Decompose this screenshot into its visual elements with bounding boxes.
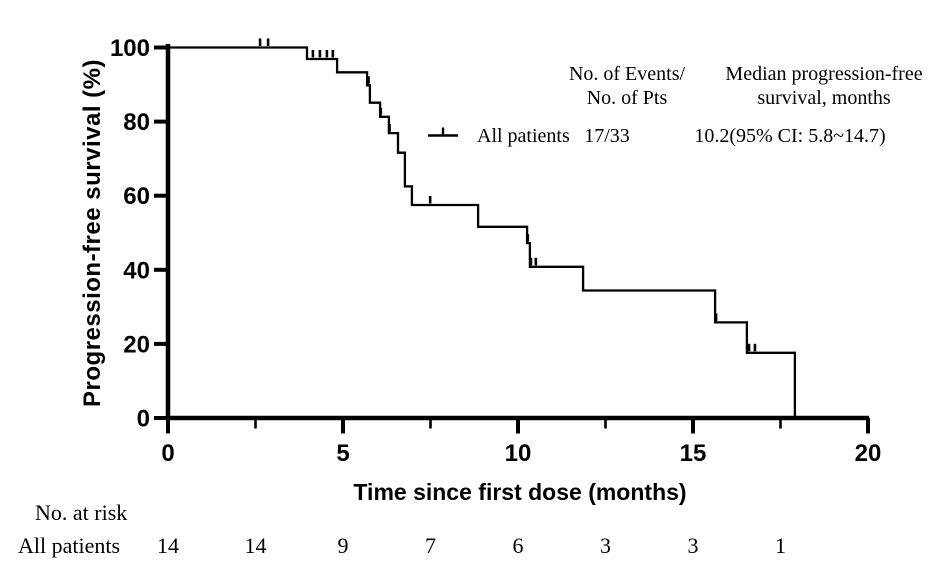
at-risk-value: 1 <box>775 533 786 558</box>
y-axis-label: Progression-free survival (%) <box>79 59 106 407</box>
x-axis-label: Time since first dose (months) <box>353 479 686 505</box>
at-risk-value: 3 <box>600 533 611 558</box>
at-risk-value: 6 <box>513 533 524 558</box>
legend-entry-events: 17/33 <box>584 125 630 147</box>
legend-events-header-line1: No. of Events/ <box>569 63 686 85</box>
x-tick-label: 5 <box>336 440 349 467</box>
at-risk-value: 14 <box>157 533 179 558</box>
y-tick-label: 40 <box>123 257 150 284</box>
at-risk-value: 7 <box>425 533 436 558</box>
at-risk-title: No. at risk <box>35 500 127 525</box>
legend-entry-label: All patients <box>477 125 570 147</box>
at-risk-value: 14 <box>245 533 267 558</box>
km-survival-curve <box>168 46 797 418</box>
legend-median-header-line1: Median progression-free <box>725 63 922 85</box>
at-risk-value: 9 <box>338 533 349 558</box>
y-tick-label: 20 <box>123 331 150 358</box>
y-tick-label: 0 <box>137 406 150 433</box>
x-tick-label: 15 <box>680 440 707 467</box>
legend-events-header-line2: No. of Pts <box>587 87 668 109</box>
x-tick-label: 20 <box>855 440 882 467</box>
legend-entry-median: 10.2(95% CI: 5.8~14.7) <box>694 125 885 147</box>
x-tick-label: 10 <box>505 440 532 467</box>
legend-median-header-line2: survival, months <box>757 87 891 109</box>
at-risk-row-label: All patients <box>18 533 120 558</box>
legend-km-line-marker-icon <box>428 127 458 137</box>
y-tick-label: 100 <box>110 35 150 62</box>
y-tick-label: 80 <box>123 109 150 136</box>
at-risk-value: 3 <box>688 533 699 558</box>
x-tick-label: 0 <box>161 440 174 467</box>
y-tick-label: 60 <box>123 183 150 210</box>
